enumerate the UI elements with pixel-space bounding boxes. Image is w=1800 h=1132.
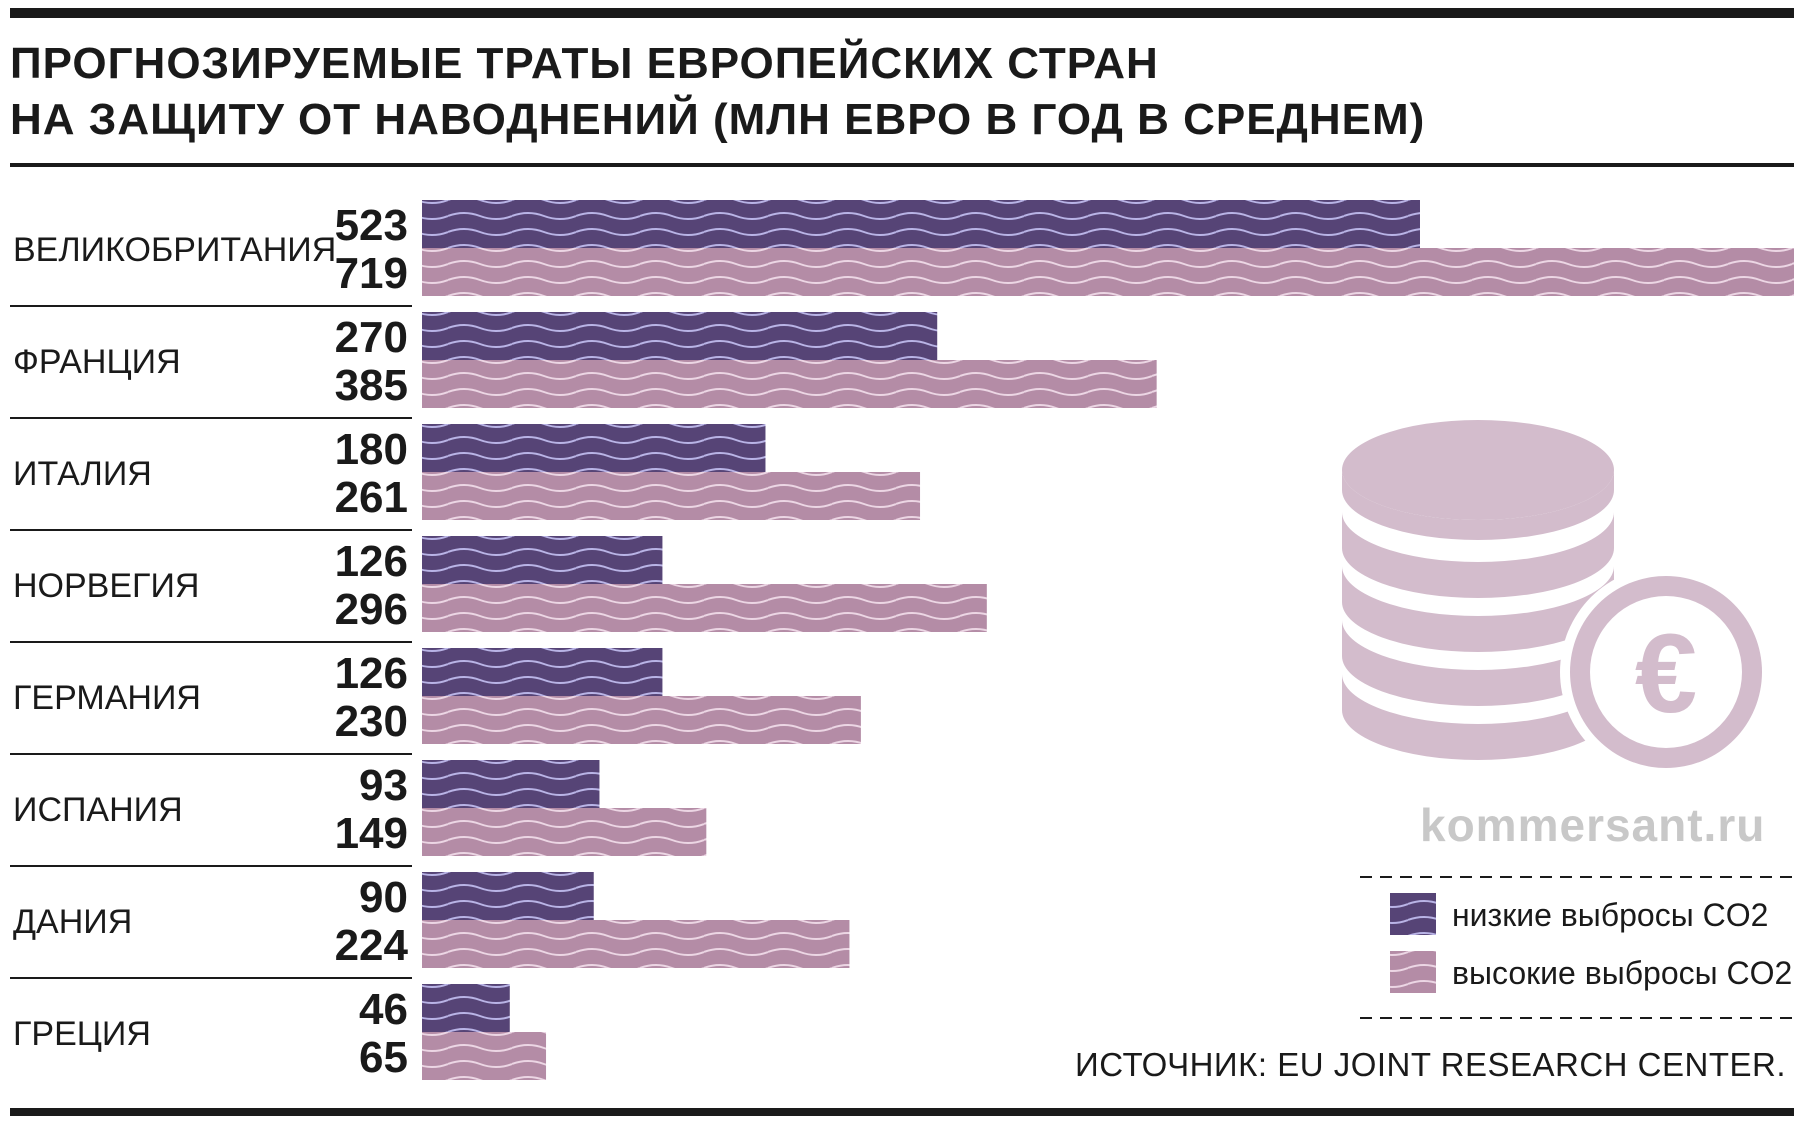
legend-label-high: высокие выбросы CO2: [1452, 955, 1792, 991]
bar-high: [422, 1032, 547, 1080]
value-label-high: 149: [335, 809, 408, 858]
category-label: ИТАЛИЯ: [13, 455, 152, 493]
legend-label-low: низкие выбросы CO2: [1452, 897, 1768, 933]
bar-low: [422, 648, 663, 696]
value-label-low: 90: [359, 873, 408, 922]
title-line-2: НА ЗАЩИТУ ОТ НАВОДНЕНИЙ (МЛН ЕВРО В ГОД …: [10, 95, 1426, 144]
value-label-high: 65: [359, 1033, 408, 1082]
bar-high: [422, 248, 1794, 296]
value-label-low: 270: [335, 313, 408, 362]
title-rule: [10, 163, 1794, 167]
bar-low: [422, 200, 1420, 248]
legend: низкие выбросы CO2 высокие выбросы CO2: [1360, 876, 1794, 1019]
bar-high: [422, 696, 861, 744]
watermark: kommersant.ru: [1420, 799, 1766, 851]
category-label: ВЕЛИКОБРИТАНИЯ: [13, 231, 336, 269]
value-label-low: 93: [359, 761, 408, 810]
source-note: ИСТОЧНИК: EU JOINT RESEARCH CENTER.: [1075, 1046, 1786, 1083]
bar-low: [422, 760, 600, 808]
value-label-high: 385: [335, 361, 408, 410]
bar-high: [422, 808, 707, 856]
category-label: ФРАНЦИЯ: [13, 343, 181, 381]
bar-low: [422, 536, 663, 584]
value-label-low: 523: [335, 201, 408, 250]
value-label-high: 224: [335, 921, 409, 970]
value-label-low: 126: [335, 537, 408, 586]
svg-text:€: €: [1635, 611, 1697, 736]
coins-euro-icon: €: [1342, 420, 1772, 778]
value-label-high: 719: [335, 249, 408, 298]
category-label: ИСПАНИЯ: [13, 791, 183, 829]
value-label-high: 230: [335, 697, 408, 746]
title-line-1: ПРОГНОЗИРУЕМЫЕ ТРАТЫ ЕВРОПЕЙСКИХ СТРАН: [10, 39, 1159, 88]
value-label-low: 46: [359, 985, 408, 1034]
bar-high: [422, 360, 1157, 408]
legend-swatch-low: [1390, 893, 1436, 935]
category-label: ГЕРМАНИЯ: [13, 679, 201, 717]
top-rule: [10, 8, 1794, 18]
bar-high: [422, 920, 850, 968]
category-label: ГРЕЦИЯ: [13, 1015, 151, 1053]
bottom-rule: [10, 1108, 1794, 1116]
value-label-high: 296: [335, 585, 408, 634]
bar-high: [422, 472, 921, 520]
chart-title: ПРОГНОЗИРУЕМЫЕ ТРАТЫ ЕВРОПЕЙСКИХ СТРАН Н…: [10, 36, 1710, 148]
value-label-high: 261: [335, 473, 408, 522]
value-label-low: 180: [335, 425, 408, 474]
bar-high: [422, 584, 987, 632]
category-label: ДАНИЯ: [13, 903, 132, 941]
category-label: НОРВЕГИЯ: [13, 567, 199, 605]
bar-low: [422, 984, 510, 1032]
bar-low: [422, 424, 766, 472]
legend-swatch-high: [1390, 951, 1436, 993]
bar-low: [422, 872, 594, 920]
value-label-low: 126: [335, 649, 408, 698]
bar-low: [422, 312, 938, 360]
